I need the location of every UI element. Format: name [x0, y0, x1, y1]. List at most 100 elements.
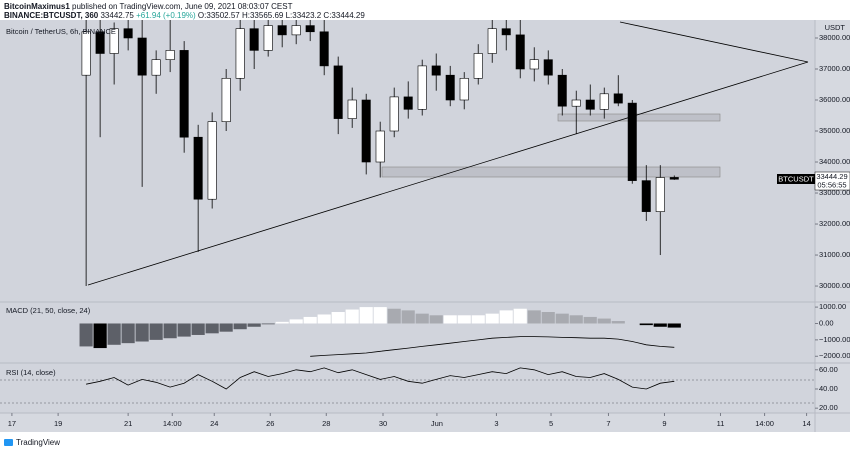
price-tag-text: 33444.29: [816, 172, 847, 181]
candle-body: [529, 59, 539, 70]
y-tick-label: −1000.00: [819, 335, 850, 344]
macd-bar: [177, 323, 191, 337]
published: published on TradingView.com, June 09, 2…: [72, 2, 293, 11]
x-tick-label: 19: [54, 419, 62, 428]
x-tick-label: 26: [266, 419, 274, 428]
candle-body: [347, 99, 357, 119]
price-tag: [814, 171, 850, 191]
x-tick-label: 24: [210, 419, 218, 428]
candle-body: [389, 96, 399, 132]
o-value: 33502.57: [206, 11, 240, 20]
candle-body: [81, 31, 91, 76]
candle-body: [599, 93, 609, 110]
y-tick-label: −2000.00: [819, 351, 850, 360]
header-line: BitcoinMaximus1 published on TradingView…: [4, 2, 293, 11]
candle-body: [305, 25, 315, 33]
marks: 30000.0031000.0032000.0033000.0034000.00…: [8, 20, 850, 428]
author: BitcoinMaximus1: [4, 2, 70, 11]
candle-body: [613, 93, 623, 104]
macd-bar: [639, 323, 653, 326]
candle-body: [109, 28, 119, 54]
y-tick-label: 33000.00: [819, 188, 850, 197]
candle-body: [333, 65, 343, 119]
macd-bar: [317, 314, 331, 324]
candle-body: [207, 121, 217, 200]
x-tick-label: 9: [662, 419, 666, 428]
last-price: 33442.75: [100, 11, 134, 20]
macd-bar: [275, 321, 289, 324]
macd-bar: [261, 323, 275, 325]
x-tick-label: Jun: [431, 419, 443, 428]
candle-body: [445, 74, 455, 101]
candle-body: [151, 59, 161, 76]
c-value: 33444.29: [331, 11, 365, 20]
candle-body: [235, 28, 245, 79]
candle-body: [375, 130, 385, 163]
countdown: 05:56:55: [817, 180, 846, 189]
x-tick-label: 17: [8, 419, 16, 428]
candle-body: [95, 31, 105, 54]
y-tick-label: 35000.00: [819, 126, 850, 135]
macd-bar: [205, 323, 219, 334]
candle-body: [179, 50, 189, 138]
candle-body: [263, 25, 273, 51]
x-tick-label: 28: [322, 419, 330, 428]
symbol: BINANCE:BTCUSDT, 360: [4, 11, 99, 20]
macd-bar: [107, 323, 121, 345]
rsi-line: [86, 367, 675, 390]
candle-body: [417, 65, 427, 110]
macd-bar: [331, 312, 345, 324]
macd-bar: [471, 315, 485, 324]
macd-bar: [611, 321, 625, 324]
x-tick-label: 14:00: [163, 419, 182, 428]
x-tick-label: 5: [549, 419, 553, 428]
candle-body: [473, 53, 483, 79]
trendline: [619, 21, 809, 63]
x-tick-label: 7: [606, 419, 610, 428]
macd-bar: [667, 323, 681, 328]
x-tick-label: 21: [124, 419, 132, 428]
macd-bar: [415, 313, 429, 324]
macd-signal: [310, 336, 675, 357]
candle-body: [543, 59, 553, 76]
chart-title: Bitcoin / TetherUS, 6h, BINANCE: [6, 27, 116, 36]
macd-bar: [569, 315, 583, 324]
time-axis: [0, 413, 815, 432]
candle-body: [193, 136, 203, 200]
y-tick-label: 30000.00: [819, 281, 850, 290]
x-tick-label: 3: [494, 419, 498, 428]
macd-bar: [345, 309, 359, 324]
y-tick-label: 60.00: [819, 365, 838, 374]
candle-body: [319, 31, 329, 67]
macd-bar: [191, 323, 205, 335]
macd-bar: [513, 308, 527, 324]
candle-body: [221, 77, 231, 123]
macd-bar: [79, 323, 93, 347]
macd-bar: [135, 323, 149, 342]
y-tick-label: 38000.00: [819, 33, 850, 42]
macd-bar: [583, 316, 597, 324]
support-zone: [381, 166, 721, 178]
candle-body: [403, 96, 413, 110]
symbol-tag: [777, 174, 815, 184]
macd-title: MACD (21, 50, close, 24): [6, 306, 91, 315]
macd-bar: [555, 313, 569, 324]
macd-bar: [219, 323, 233, 332]
candle-body: [669, 177, 679, 180]
y-tick-label: 20.00: [819, 403, 838, 412]
candle-body: [291, 25, 301, 36]
candle-body: [515, 34, 525, 70]
candle-body: [249, 28, 259, 51]
trendline: [87, 61, 809, 286]
h-label: H:: [242, 11, 250, 20]
candle-body: [585, 99, 595, 110]
footer: TradingView: [16, 438, 60, 447]
x-tick-label: 30: [379, 419, 387, 428]
candle-body: [165, 50, 175, 60]
candle-body: [137, 37, 147, 76]
logo: [4, 439, 13, 446]
rsi-title: RSI (14, close): [6, 368, 56, 377]
macd-bar: [121, 323, 135, 344]
